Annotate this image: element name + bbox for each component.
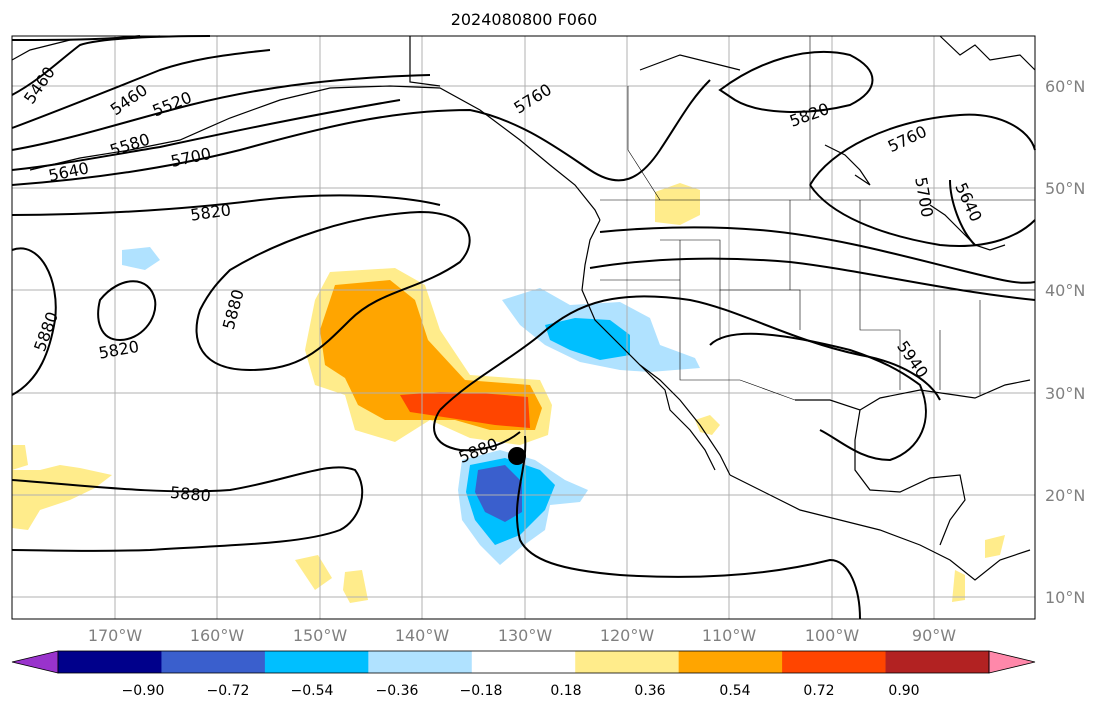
positive-anomaly-canada — [655, 183, 700, 225]
lat-label: 30°N — [1045, 384, 1086, 403]
colorbar — [11, 650, 1036, 674]
negative-anomaly-storm-inner — [475, 465, 522, 522]
colorbar-segment — [161, 651, 266, 673]
colorbar-tick-label: −0.90 — [121, 683, 165, 699]
positive-anomaly-central-am-2 — [985, 535, 1005, 558]
colorbar-tick-label: 0.18 — [550, 683, 582, 699]
colorbar-tick-label: −0.54 — [290, 683, 334, 699]
colorbar-segment — [782, 651, 887, 673]
lat-label: 10°N — [1045, 588, 1086, 607]
colorbar-tick-label: −0.72 — [206, 683, 250, 699]
positive-anomaly-south-1 — [295, 555, 332, 590]
colorbar-extend-min — [11, 650, 59, 674]
lon-label: 150°W — [292, 626, 348, 645]
lat-label: 60°N — [1045, 77, 1086, 96]
lon-label: 170°W — [87, 626, 143, 645]
colorbar-segment — [368, 651, 473, 673]
lon-label: 110°W — [701, 626, 757, 645]
negative-anomaly-ca-inner — [545, 318, 630, 360]
positive-anomaly-baja — [695, 415, 720, 435]
lon-label: 160°W — [189, 626, 245, 645]
anomaly-shading — [12, 183, 1005, 603]
colorbar-segment — [264, 651, 369, 673]
contour-label: 5880 — [169, 483, 211, 505]
graticule — [12, 36, 1035, 619]
storm-center-marker — [508, 447, 526, 465]
lon-label: 90°W — [911, 626, 957, 645]
colorbar-segment — [678, 651, 783, 673]
positive-anomaly-westpac-2 — [12, 445, 28, 470]
colorbar-tick-label: −0.36 — [375, 683, 419, 699]
colorbar-tick-label: 0.90 — [888, 683, 920, 699]
map-title: 2024080800 F060 — [450, 10, 598, 29]
lat-label: 20°N — [1045, 486, 1086, 505]
lon-label: 120°W — [599, 626, 655, 645]
colorbar-border — [57, 650, 990, 674]
lat-label: 50°N — [1045, 179, 1086, 198]
colorbar-tick-label: 0.72 — [803, 683, 835, 699]
map-frame — [11, 35, 1036, 620]
colorbar-segment — [471, 651, 576, 673]
positive-anomaly-inner — [400, 392, 530, 428]
colorbar-segment — [58, 651, 162, 673]
negative-anomaly-hawaii-north — [122, 247, 160, 270]
height-contours — [11, 35, 1036, 620]
lat-label: 40°N — [1045, 281, 1086, 300]
colorbar-tick-label: 0.54 — [719, 683, 751, 699]
colorbar-tick-label: −0.18 — [459, 683, 503, 699]
lon-label: 100°W — [804, 626, 860, 645]
colorbar-segment — [575, 651, 680, 673]
colorbar-tick-label: 0.36 — [634, 683, 666, 699]
lon-label: 130°W — [497, 626, 553, 645]
colorbar-segment — [885, 651, 990, 673]
positive-anomaly-south-2 — [343, 570, 368, 603]
colorbar-extend-max — [988, 650, 1036, 674]
positive-anomaly-central-am — [952, 570, 965, 602]
lon-label: 140°W — [394, 626, 450, 645]
